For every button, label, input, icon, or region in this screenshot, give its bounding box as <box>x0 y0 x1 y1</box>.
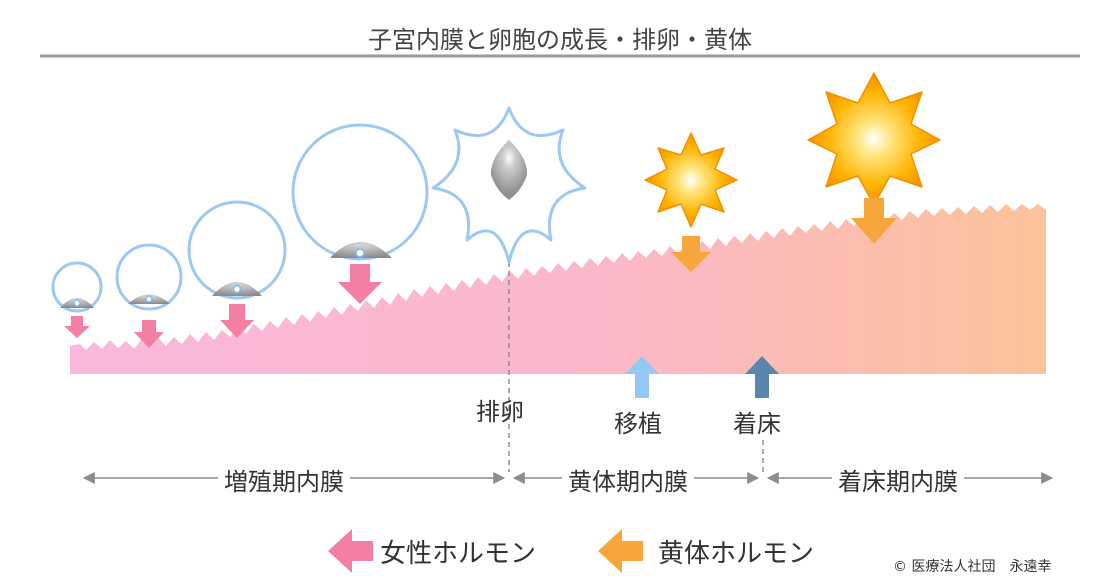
corpus-luteum-small-icon <box>644 132 738 228</box>
ovulation-label: 排卵 <box>476 398 524 426</box>
transfer-arrow-icon <box>625 356 659 398</box>
luteal-hormone-arrow-2 <box>851 198 897 244</box>
phase-implantation-label: 着床期内膜 <box>832 462 964 497</box>
phase-luteal-label: 黄体期内膜 <box>562 462 694 497</box>
follicle-1 <box>51 261 103 313</box>
female-hormone-arrow-3 <box>220 304 254 338</box>
phase-proliferative-label: 増殖期内膜 <box>218 462 350 497</box>
implantation-label: 着床 <box>733 410 781 438</box>
luteal-hormone-legend-arrow-icon <box>598 529 643 573</box>
follicle-4 <box>291 123 429 261</box>
legend-female-hormone: 女性ホルモン <box>380 539 537 569</box>
female-hormone-arrow-2 <box>134 320 164 348</box>
corpus-luteum-large-icon <box>807 72 941 206</box>
follicle-2 <box>115 243 183 311</box>
female-hormone-legend-arrow-icon <box>328 529 373 573</box>
copyright-notice: © 医療法人社団 永遠幸 <box>893 559 1052 575</box>
page-title: 子宮内膜と卵胞の成長・排卵・黄体 <box>368 26 752 54</box>
ruptured-follicle-icon <box>431 106 587 264</box>
female-hormone-arrow-1 <box>64 316 90 338</box>
legend-luteal-hormone: 黄体ホルモン <box>658 539 815 569</box>
endometrium <box>70 204 1046 374</box>
female-hormone-arrow-4 <box>338 264 382 304</box>
transfer-label: 移植 <box>614 410 662 438</box>
implantation-arrow-icon <box>745 356 779 398</box>
follicle-3 <box>187 200 287 300</box>
luteal-hormone-arrow-1 <box>671 236 711 272</box>
